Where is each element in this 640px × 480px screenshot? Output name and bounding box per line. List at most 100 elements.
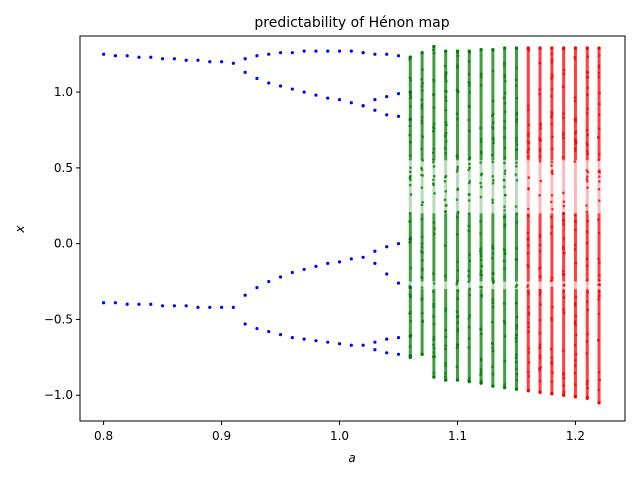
chaotic-point bbox=[538, 356, 542, 360]
mixed-point bbox=[467, 118, 471, 122]
mixed-point bbox=[408, 124, 412, 128]
chaotic-point bbox=[574, 333, 578, 337]
periodic-point bbox=[396, 91, 401, 96]
mixed-point bbox=[479, 258, 483, 262]
chaotic-point bbox=[527, 141, 531, 145]
mixed-point bbox=[421, 81, 424, 85]
mixed-point bbox=[467, 224, 471, 228]
periodic-point bbox=[373, 249, 377, 253]
chaotic-point bbox=[597, 312, 601, 316]
mixed-point bbox=[467, 212, 471, 215]
chaotic-point bbox=[598, 102, 601, 106]
chaotic-point bbox=[573, 371, 577, 375]
periodic-point bbox=[113, 54, 117, 58]
mixed-point bbox=[432, 335, 436, 339]
chaotic-point bbox=[598, 370, 601, 374]
mixed-point bbox=[421, 200, 425, 204]
chaotic-point bbox=[538, 293, 542, 296]
chaotic-point bbox=[562, 191, 565, 195]
mixed-cap bbox=[514, 387, 519, 391]
mixed-point bbox=[444, 131, 448, 135]
chaotic-column bbox=[538, 46, 543, 394]
periodic-point bbox=[373, 340, 377, 344]
mixed-point bbox=[479, 161, 482, 164]
mixed-cap bbox=[420, 50, 424, 55]
mixed-point bbox=[514, 173, 518, 176]
mixed-point bbox=[432, 160, 435, 164]
chaotic-point bbox=[573, 364, 577, 368]
mixed-column bbox=[431, 44, 436, 379]
chaotic-point bbox=[539, 179, 543, 183]
periodic-point bbox=[172, 304, 176, 308]
mixed-point bbox=[514, 136, 518, 140]
chaotic-point bbox=[574, 261, 578, 265]
periodic-point bbox=[278, 333, 283, 337]
y-tick-label: 1.0 bbox=[54, 85, 73, 99]
mixed-point bbox=[408, 295, 412, 299]
periodic-point bbox=[349, 257, 353, 261]
mixed-point bbox=[479, 252, 483, 256]
periodic-point bbox=[172, 57, 176, 61]
mixed-point bbox=[467, 337, 471, 340]
mixed-point bbox=[455, 88, 459, 92]
mixed-point bbox=[455, 216, 459, 219]
chaotic-point bbox=[538, 249, 542, 253]
mixed-cap bbox=[455, 49, 460, 53]
periodic-point bbox=[184, 304, 188, 308]
mixed-point bbox=[408, 76, 412, 79]
mixed-point bbox=[502, 302, 506, 305]
mixed-point bbox=[514, 139, 518, 143]
periodic-point bbox=[396, 54, 401, 58]
mixed-point bbox=[456, 260, 460, 264]
mixed-point bbox=[514, 360, 518, 364]
mixed-point bbox=[480, 75, 483, 79]
chaotic-point bbox=[538, 61, 542, 65]
chaotic-point bbox=[585, 241, 589, 245]
mixed-point bbox=[479, 249, 482, 253]
chaotic-point bbox=[573, 248, 577, 251]
mixed-point bbox=[503, 321, 507, 325]
mixed-point bbox=[409, 174, 412, 178]
mixed-point bbox=[420, 250, 423, 253]
mixed-point bbox=[409, 96, 413, 100]
chaotic-point bbox=[538, 88, 541, 91]
mixed-point bbox=[445, 79, 448, 83]
chaotic-point bbox=[574, 352, 578, 356]
mixed-point bbox=[503, 193, 507, 197]
periodic-point bbox=[290, 51, 294, 55]
mixed-point bbox=[503, 205, 506, 208]
mixed-point bbox=[491, 201, 495, 204]
x-tick-label: 1.2 bbox=[566, 429, 585, 443]
chaotic-point bbox=[573, 302, 577, 305]
periodic-point bbox=[314, 339, 318, 343]
chaotic-point bbox=[549, 279, 553, 283]
mixed-point bbox=[443, 64, 447, 68]
chaotic-point bbox=[585, 382, 589, 386]
chaotic-column bbox=[526, 46, 531, 393]
mixed-point bbox=[409, 154, 412, 157]
chaotic-point bbox=[585, 177, 589, 181]
mixed-point bbox=[432, 183, 435, 187]
mixed-point bbox=[455, 154, 459, 157]
chaotic-point bbox=[562, 200, 566, 203]
chaotic-cap bbox=[526, 46, 530, 50]
chaotic-point bbox=[538, 368, 541, 372]
chaotic-point bbox=[538, 150, 542, 153]
mixed-point bbox=[456, 167, 459, 171]
mixed-point bbox=[503, 146, 507, 150]
mixed-point bbox=[409, 93, 412, 97]
mixed-point bbox=[515, 118, 519, 121]
mixed-point bbox=[503, 110, 507, 114]
periodic-point bbox=[302, 267, 306, 272]
periodic-point bbox=[137, 302, 141, 306]
chaotic-point bbox=[538, 288, 542, 292]
periodic-point bbox=[385, 351, 389, 355]
mixed-point bbox=[456, 64, 460, 67]
chaotic-point bbox=[527, 374, 530, 378]
mixed-point bbox=[432, 174, 436, 178]
chaotic-point bbox=[563, 283, 566, 287]
mixed-point bbox=[409, 319, 413, 323]
chaotic-point bbox=[538, 194, 541, 197]
plot-marks bbox=[101, 44, 602, 405]
mixed-point bbox=[502, 64, 506, 67]
